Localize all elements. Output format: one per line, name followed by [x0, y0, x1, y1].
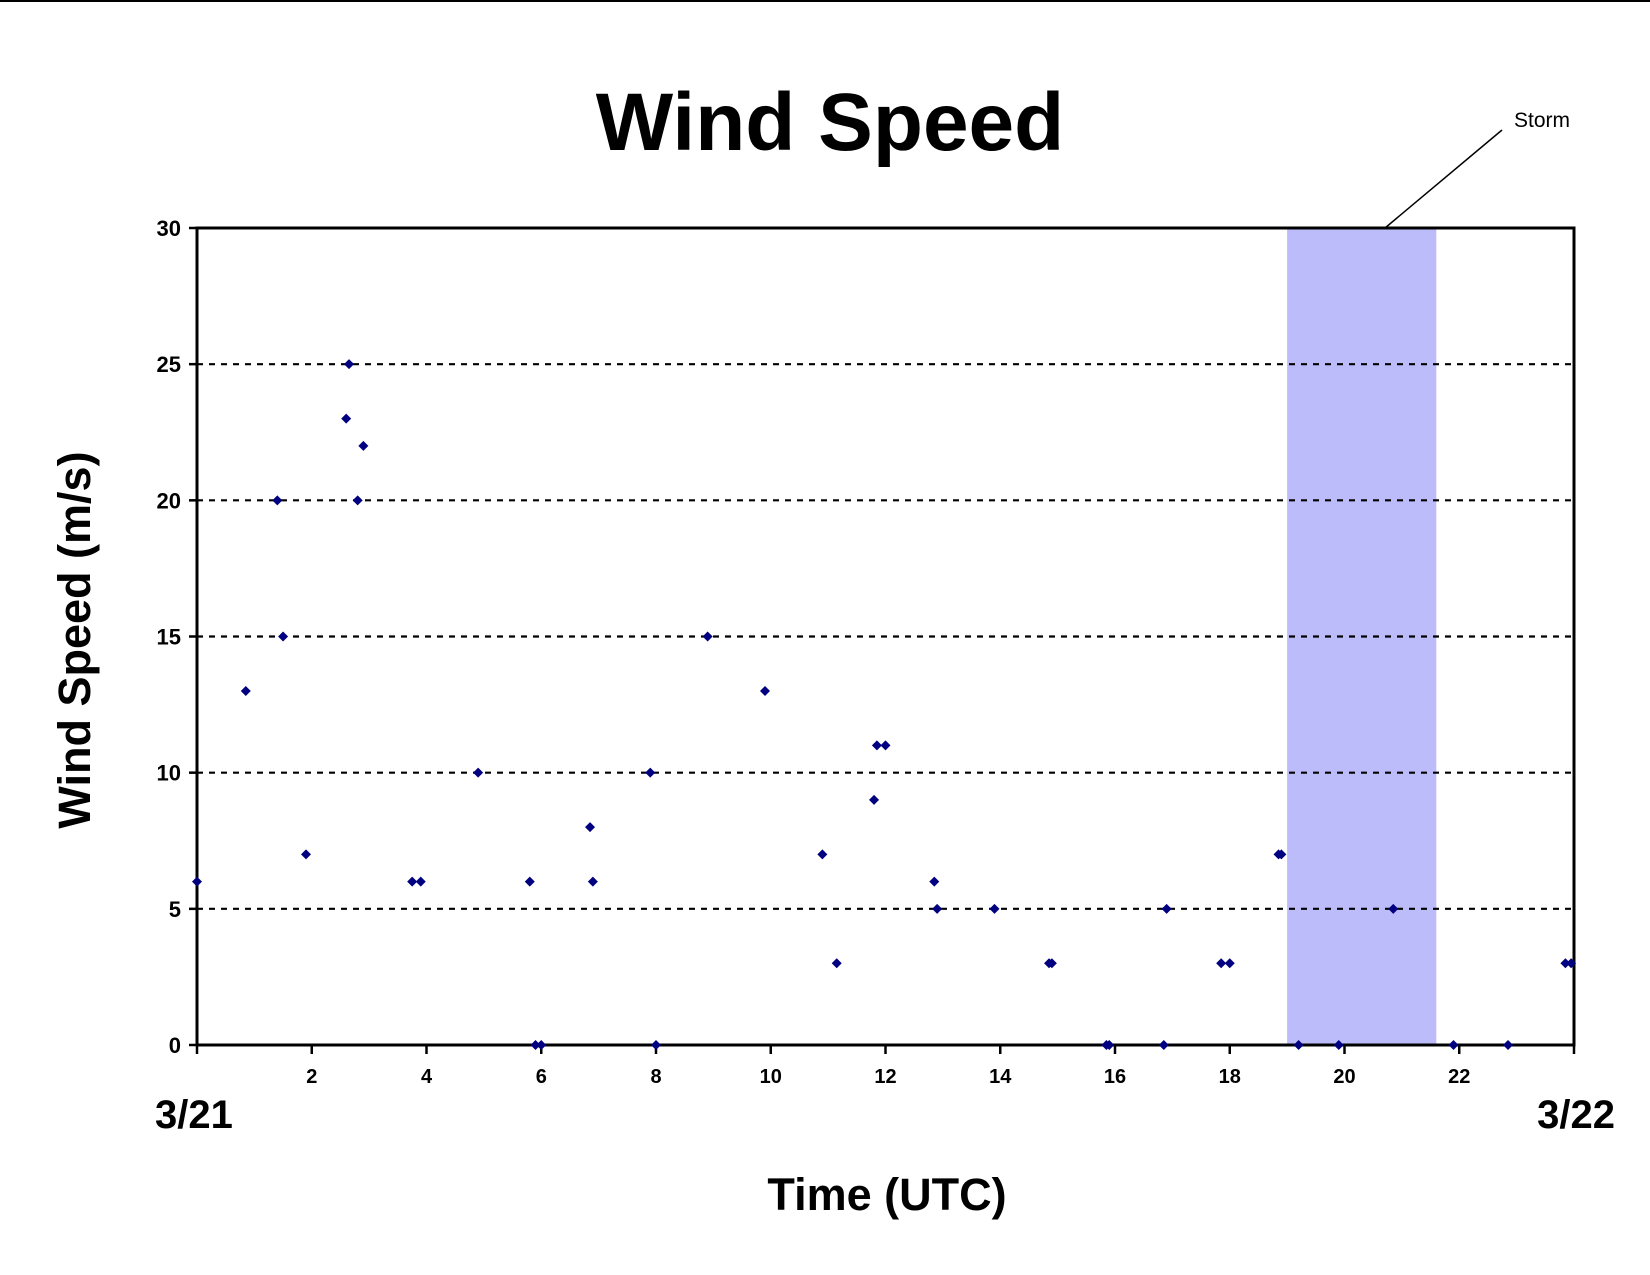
data-point — [407, 876, 418, 887]
data-point — [760, 685, 771, 696]
x-tick-label: 18 — [1219, 1066, 1241, 1088]
y-tick-label: 30 — [157, 216, 181, 241]
x-tick-label: 20 — [1333, 1066, 1355, 1088]
y-tick-label: 25 — [157, 352, 181, 377]
data-point — [645, 767, 656, 778]
data-point — [1448, 1040, 1459, 1050]
data-point — [358, 440, 369, 451]
data-point — [1158, 1040, 1169, 1050]
data-point — [352, 495, 363, 506]
data-point — [1161, 903, 1172, 914]
storm-annotation-leader — [1384, 129, 1503, 229]
data-point — [1224, 958, 1235, 969]
chart-title: Wind Speed — [596, 77, 1065, 168]
data-point — [240, 685, 251, 696]
data-point — [702, 631, 713, 642]
data-point — [192, 876, 202, 887]
data-point — [817, 849, 828, 860]
data-point — [880, 740, 891, 751]
data-point — [341, 413, 352, 424]
data-point — [473, 767, 484, 778]
x-tick-label: 22 — [1448, 1066, 1470, 1088]
tick-labels: 0 5 10 15 20 25 30 2 4 6 8 10 12 14 16 18 20 22 — [157, 216, 1471, 1088]
data-point — [651, 1040, 661, 1050]
x-tick-label: 8 — [650, 1066, 661, 1088]
data-point — [585, 822, 596, 833]
data-point — [301, 849, 312, 860]
data-point — [831, 958, 842, 969]
data-point — [415, 876, 426, 887]
x-axis-label: Time (UTC) — [767, 1169, 1006, 1220]
y-tick-label: 20 — [157, 488, 181, 513]
x-tick-label: 12 — [874, 1066, 896, 1088]
data-points — [192, 359, 1577, 1050]
data-point — [530, 1040, 541, 1050]
start-date-label: 3/21 — [155, 1093, 233, 1137]
data-point — [587, 876, 598, 887]
data-point — [272, 495, 283, 506]
x-tick-label: 16 — [1104, 1066, 1126, 1088]
gridlines — [197, 363, 1574, 910]
data-point — [871, 740, 882, 751]
data-point — [1293, 1040, 1304, 1050]
x-tick-label: 4 — [421, 1066, 433, 1088]
data-point — [989, 903, 1000, 914]
data-point — [1276, 849, 1287, 860]
storm-annotation-label: Storm — [1514, 109, 1570, 132]
x-tick-label: 6 — [536, 1066, 547, 1088]
data-point — [1104, 1040, 1115, 1050]
x-tick-label: 2 — [306, 1066, 317, 1088]
data-point — [1503, 1040, 1514, 1050]
axes — [189, 226, 1576, 1054]
data-point — [1560, 958, 1571, 969]
y-tick-label: 5 — [169, 897, 181, 922]
data-point — [1566, 958, 1577, 969]
data-point — [1388, 903, 1399, 914]
data-point — [929, 876, 940, 887]
y-tick-label: 10 — [157, 761, 181, 786]
data-point — [932, 903, 943, 914]
y-axis-label: Wind Speed (m/s) — [49, 451, 100, 828]
y-tick-label: 15 — [157, 625, 181, 650]
data-point — [278, 631, 289, 642]
top-border-line — [0, 0, 1650, 2]
data-point — [524, 876, 535, 887]
data-point — [1216, 958, 1227, 969]
data-point — [1333, 1040, 1344, 1050]
data-point — [869, 794, 880, 805]
end-date-label: 3/22 — [1537, 1093, 1615, 1137]
data-point — [344, 359, 355, 370]
x-tick-label: 10 — [760, 1066, 782, 1088]
data-point — [1046, 958, 1057, 969]
data-point — [536, 1040, 547, 1050]
y-tick-label: 0 — [169, 1033, 181, 1058]
x-tick-label: 14 — [989, 1066, 1012, 1088]
